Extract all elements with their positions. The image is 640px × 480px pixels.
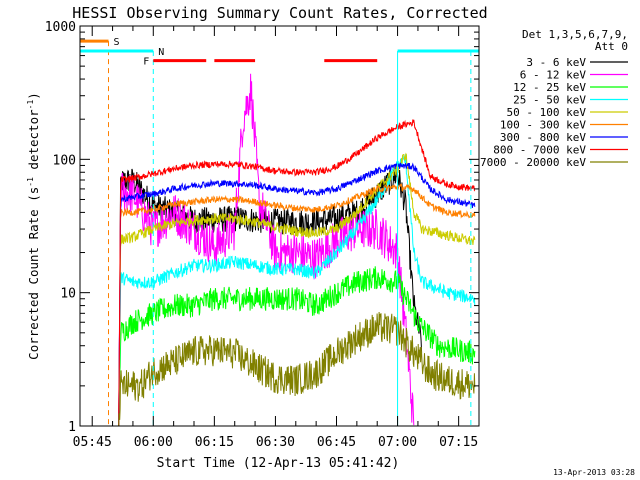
flare-label: F (143, 57, 149, 68)
legend-header-0: Det 1,3,5,6,7,9, (522, 28, 628, 41)
x-tick-label-1: 06:00 (134, 435, 173, 450)
legend-label-6: 300 - 800 keV (500, 131, 586, 144)
x-tick-label-6: 07:15 (439, 435, 478, 450)
series-line-1 (118, 73, 415, 427)
legend-label-5: 100 - 300 keV (500, 119, 586, 132)
plot-frame (79, 25, 480, 427)
legend-header-1: Att 0 (595, 40, 628, 53)
series-line-6 (118, 161, 476, 427)
legend-label-1: 6 - 12 keV (520, 69, 587, 82)
legend-label-8: 7000 - 20000 keV (480, 156, 586, 169)
x-tick-label-4: 06:45 (317, 435, 356, 450)
y-tick-label-0: 1 (68, 420, 76, 435)
saa-label: S (114, 37, 120, 48)
y-tick-label-3: 1000 (45, 20, 76, 35)
footer-timestamp: 13-Apr-2013 03:28 (553, 468, 635, 477)
legend-label-7: 800 - 7000 keV (493, 144, 586, 157)
series-line-3 (118, 154, 476, 427)
x-tick-label-2: 06:15 (195, 435, 234, 450)
x-tick-label-0: 05:45 (73, 435, 112, 450)
series-line-8 (118, 311, 476, 427)
x-tick-label-5: 07:00 (378, 435, 417, 450)
x-axis: 05:45 06:00 06:15 06:30 06:45 07:00 07:15 (73, 26, 478, 450)
chart-title: HESSI Observing Summary Count Rates, Cor… (72, 4, 487, 22)
traces (118, 73, 476, 427)
y-axis-label: Corrected Count Rate (s-1 detector-1) (26, 92, 41, 360)
legend-label-2: 12 - 25 keV (513, 81, 586, 94)
y-axis: 1 10 100 1000 (45, 20, 479, 435)
y-tick-label-2: 100 (53, 153, 76, 168)
series-line-7 (118, 119, 476, 427)
legend-label-3: 25 - 50 keV (513, 94, 586, 107)
y-tick-label-1: 10 (60, 287, 76, 302)
x-axis-label: Start Time (12-Apr-13 05:41:42) (157, 456, 400, 471)
series-line-5 (118, 183, 476, 427)
x-tick-label-3: 06:30 (256, 435, 295, 450)
series-line-2 (118, 266, 476, 427)
legend-label-0: 3 - 6 keV (526, 56, 586, 69)
series-line-4 (118, 152, 476, 427)
night-label: N (158, 47, 164, 58)
legend-label-4: 50 - 100 keV (507, 106, 587, 119)
